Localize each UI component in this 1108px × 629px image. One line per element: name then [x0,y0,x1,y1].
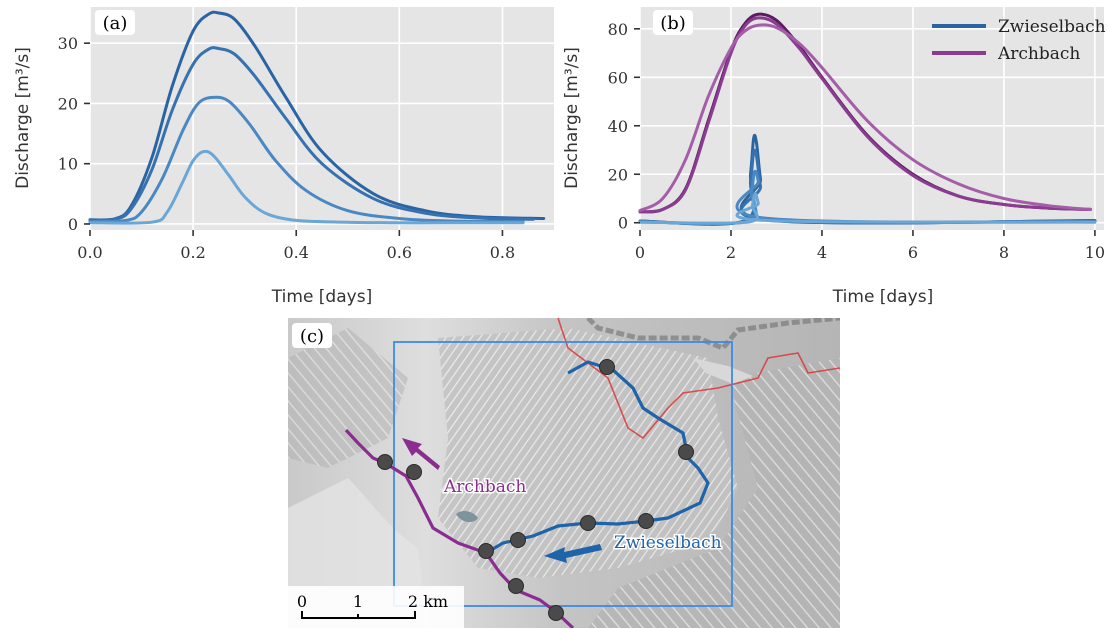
extent-frame [393,341,733,607]
y-tick-label: 20 [608,165,628,184]
series-line-3 [88,95,525,224]
series-group [638,12,1097,226]
y-tick-label: 80 [608,20,628,39]
legend-label-zwieselbach: Zwieselbach [998,17,1106,37]
series-line-2 [88,46,535,222]
y-axis-label: Discharge [m³/s] [562,47,582,189]
x-tick-label: 0.8 [490,243,515,262]
legend-label-archbach: Archbach [997,44,1080,64]
catchment-boundary [557,318,840,440]
scale-label-0: 0 [297,592,307,611]
chart-b: 0 2 4 6 8 10 0 20 40 60 80 (b) Zwieselbach Archbac… [562,7,1106,307]
series-line-7 [638,192,1097,225]
scale-label-2km: 2 km [408,592,448,611]
gauge-stations [377,359,694,621]
x-tick-label: 0.4 [283,243,308,262]
y-tick-label: 20 [58,94,78,113]
scale-label-1: 1 [353,592,363,611]
gauge-station-marker [678,444,694,460]
x-tick-label: 0.2 [180,243,205,262]
series-group [88,10,546,225]
gauge-station-marker [508,578,524,594]
scale-bar: 0 1 2 km [288,586,464,628]
gauge-station-marker [377,454,393,470]
y-tick-label: 10 [58,155,78,174]
mountain-terrain-west [288,328,408,468]
gauge-station-marker [548,605,564,621]
y-tick-label: 40 [608,117,628,136]
chart-a: 0.0 0.2 0.4 0.6 0.8 0 10 20 30 (a) Discharge [m³… [13,7,554,307]
series-line-1 [88,10,546,222]
lake [456,511,478,523]
archbach-arrow [402,438,440,470]
y-tick-label: 30 [58,34,78,53]
gauge-station-marker [406,464,422,480]
scale-bar-background [288,586,464,628]
archbach-label: Archbach [443,477,526,497]
series-line-3 [638,23,1092,213]
panel-label-box: (a) [95,10,135,35]
plot-background [640,7,1104,230]
y-tick-label: 60 [608,68,628,87]
ticks: 0.0 0.2 0.4 0.6 0.8 0 10 20 30 [58,34,516,262]
panel-label-box: (b) [653,10,693,35]
gauge-station-marker [638,513,654,529]
panel-label: (a) [103,13,128,34]
x-tick-label: 0 [635,243,645,262]
ticks: 0 2 4 6 8 10 0 20 40 60 80 [608,20,1105,262]
zwieselbach-label: Zwieselbach [614,533,722,553]
x-axis-label: Time [days] [832,287,933,307]
panel-label: (b) [660,13,686,34]
ridge-line [586,318,840,351]
gauge-station-marker [478,543,494,559]
x-tick-label: 8 [999,243,1009,262]
gauge-station-marker [510,532,526,548]
zwieselbach-arrow [544,544,602,563]
x-tick-label: 2 [726,243,736,262]
y-tick-label: 0 [68,215,78,234]
x-tick-label: 0.0 [77,243,102,262]
zwieselbach-river [485,360,710,555]
y-axis-label: Discharge [m³/s] [13,47,33,189]
panel-label: (c) [300,326,324,347]
x-tick-label: 6 [908,243,918,262]
series-line-4 [88,149,525,225]
x-tick-label: 0.6 [387,243,412,262]
catchment-map: Archbach Zwieselbach 0 1 2 km (c) [288,318,840,628]
y-tick-label: 0 [618,214,628,233]
x-tick-label: 4 [817,243,827,262]
scale-bar-line [301,611,416,619]
archbach-river [344,428,575,628]
gauge-station-marker [599,359,615,375]
x-axis-label: Time [days] [271,287,372,307]
x-tick-label: 10 [1085,243,1105,262]
glacier [693,358,753,384]
plot-background [90,7,554,230]
gauge-station-marker [580,515,596,531]
legend: Zwieselbach Archbach [932,17,1106,64]
panel-label-box: (c) [292,323,332,348]
mountain-terrain-east [588,358,840,628]
mountain-terrain [438,328,738,578]
